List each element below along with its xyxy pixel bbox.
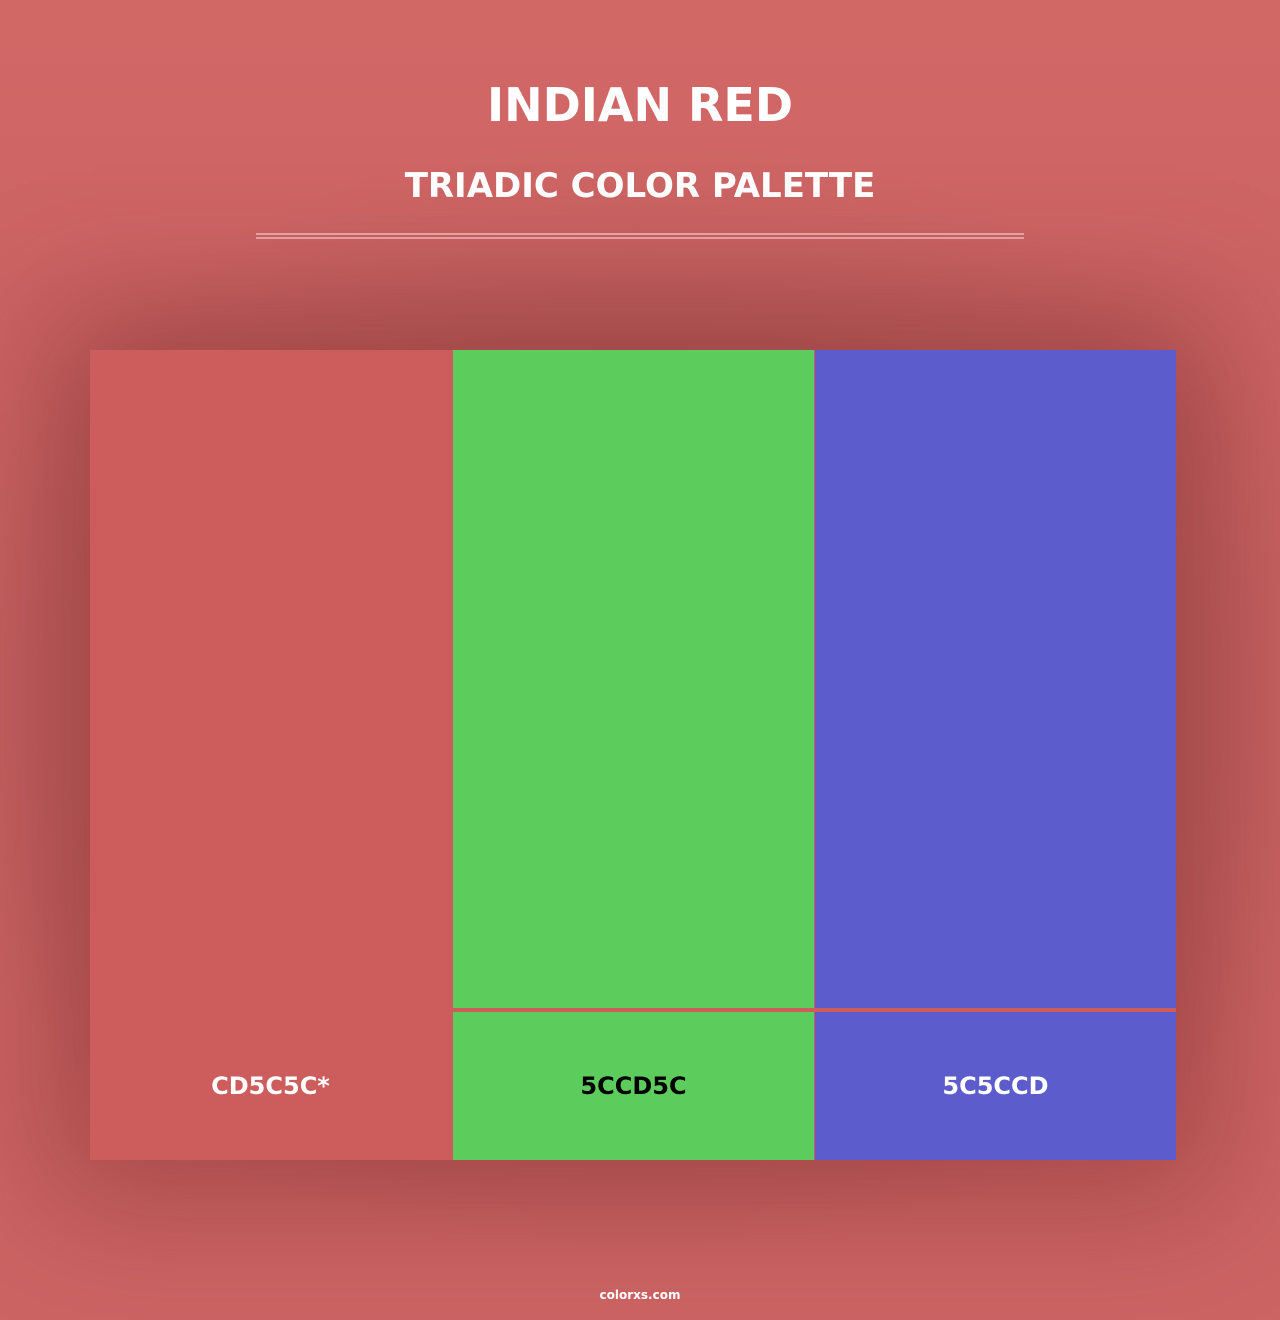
color-column: 5CCD5C [453, 350, 814, 1160]
page-title: INDIAN RED [486, 78, 794, 132]
color-column: CD5C5C* [90, 350, 451, 1160]
palette: CD5C5C* 5CCD5C 5C5CCD [90, 350, 1176, 1160]
color-swatch[interactable] [815, 350, 1176, 1008]
color-column: 5C5CCD [815, 350, 1176, 1160]
color-label: 5C5CCD [815, 1012, 1176, 1160]
footer-site[interactable]: colorxs.com [599, 1288, 681, 1302]
color-label: CD5C5C* [90, 1012, 451, 1160]
page-subtitle: TRIADIC COLOR PALETTE [404, 166, 876, 206]
color-swatch[interactable] [453, 350, 814, 1008]
divider [256, 237, 1024, 239]
header-background [0, 0, 1280, 300]
divider [256, 233, 1024, 235]
color-label: 5CCD5C [453, 1012, 814, 1160]
color-swatch[interactable] [90, 350, 451, 1008]
